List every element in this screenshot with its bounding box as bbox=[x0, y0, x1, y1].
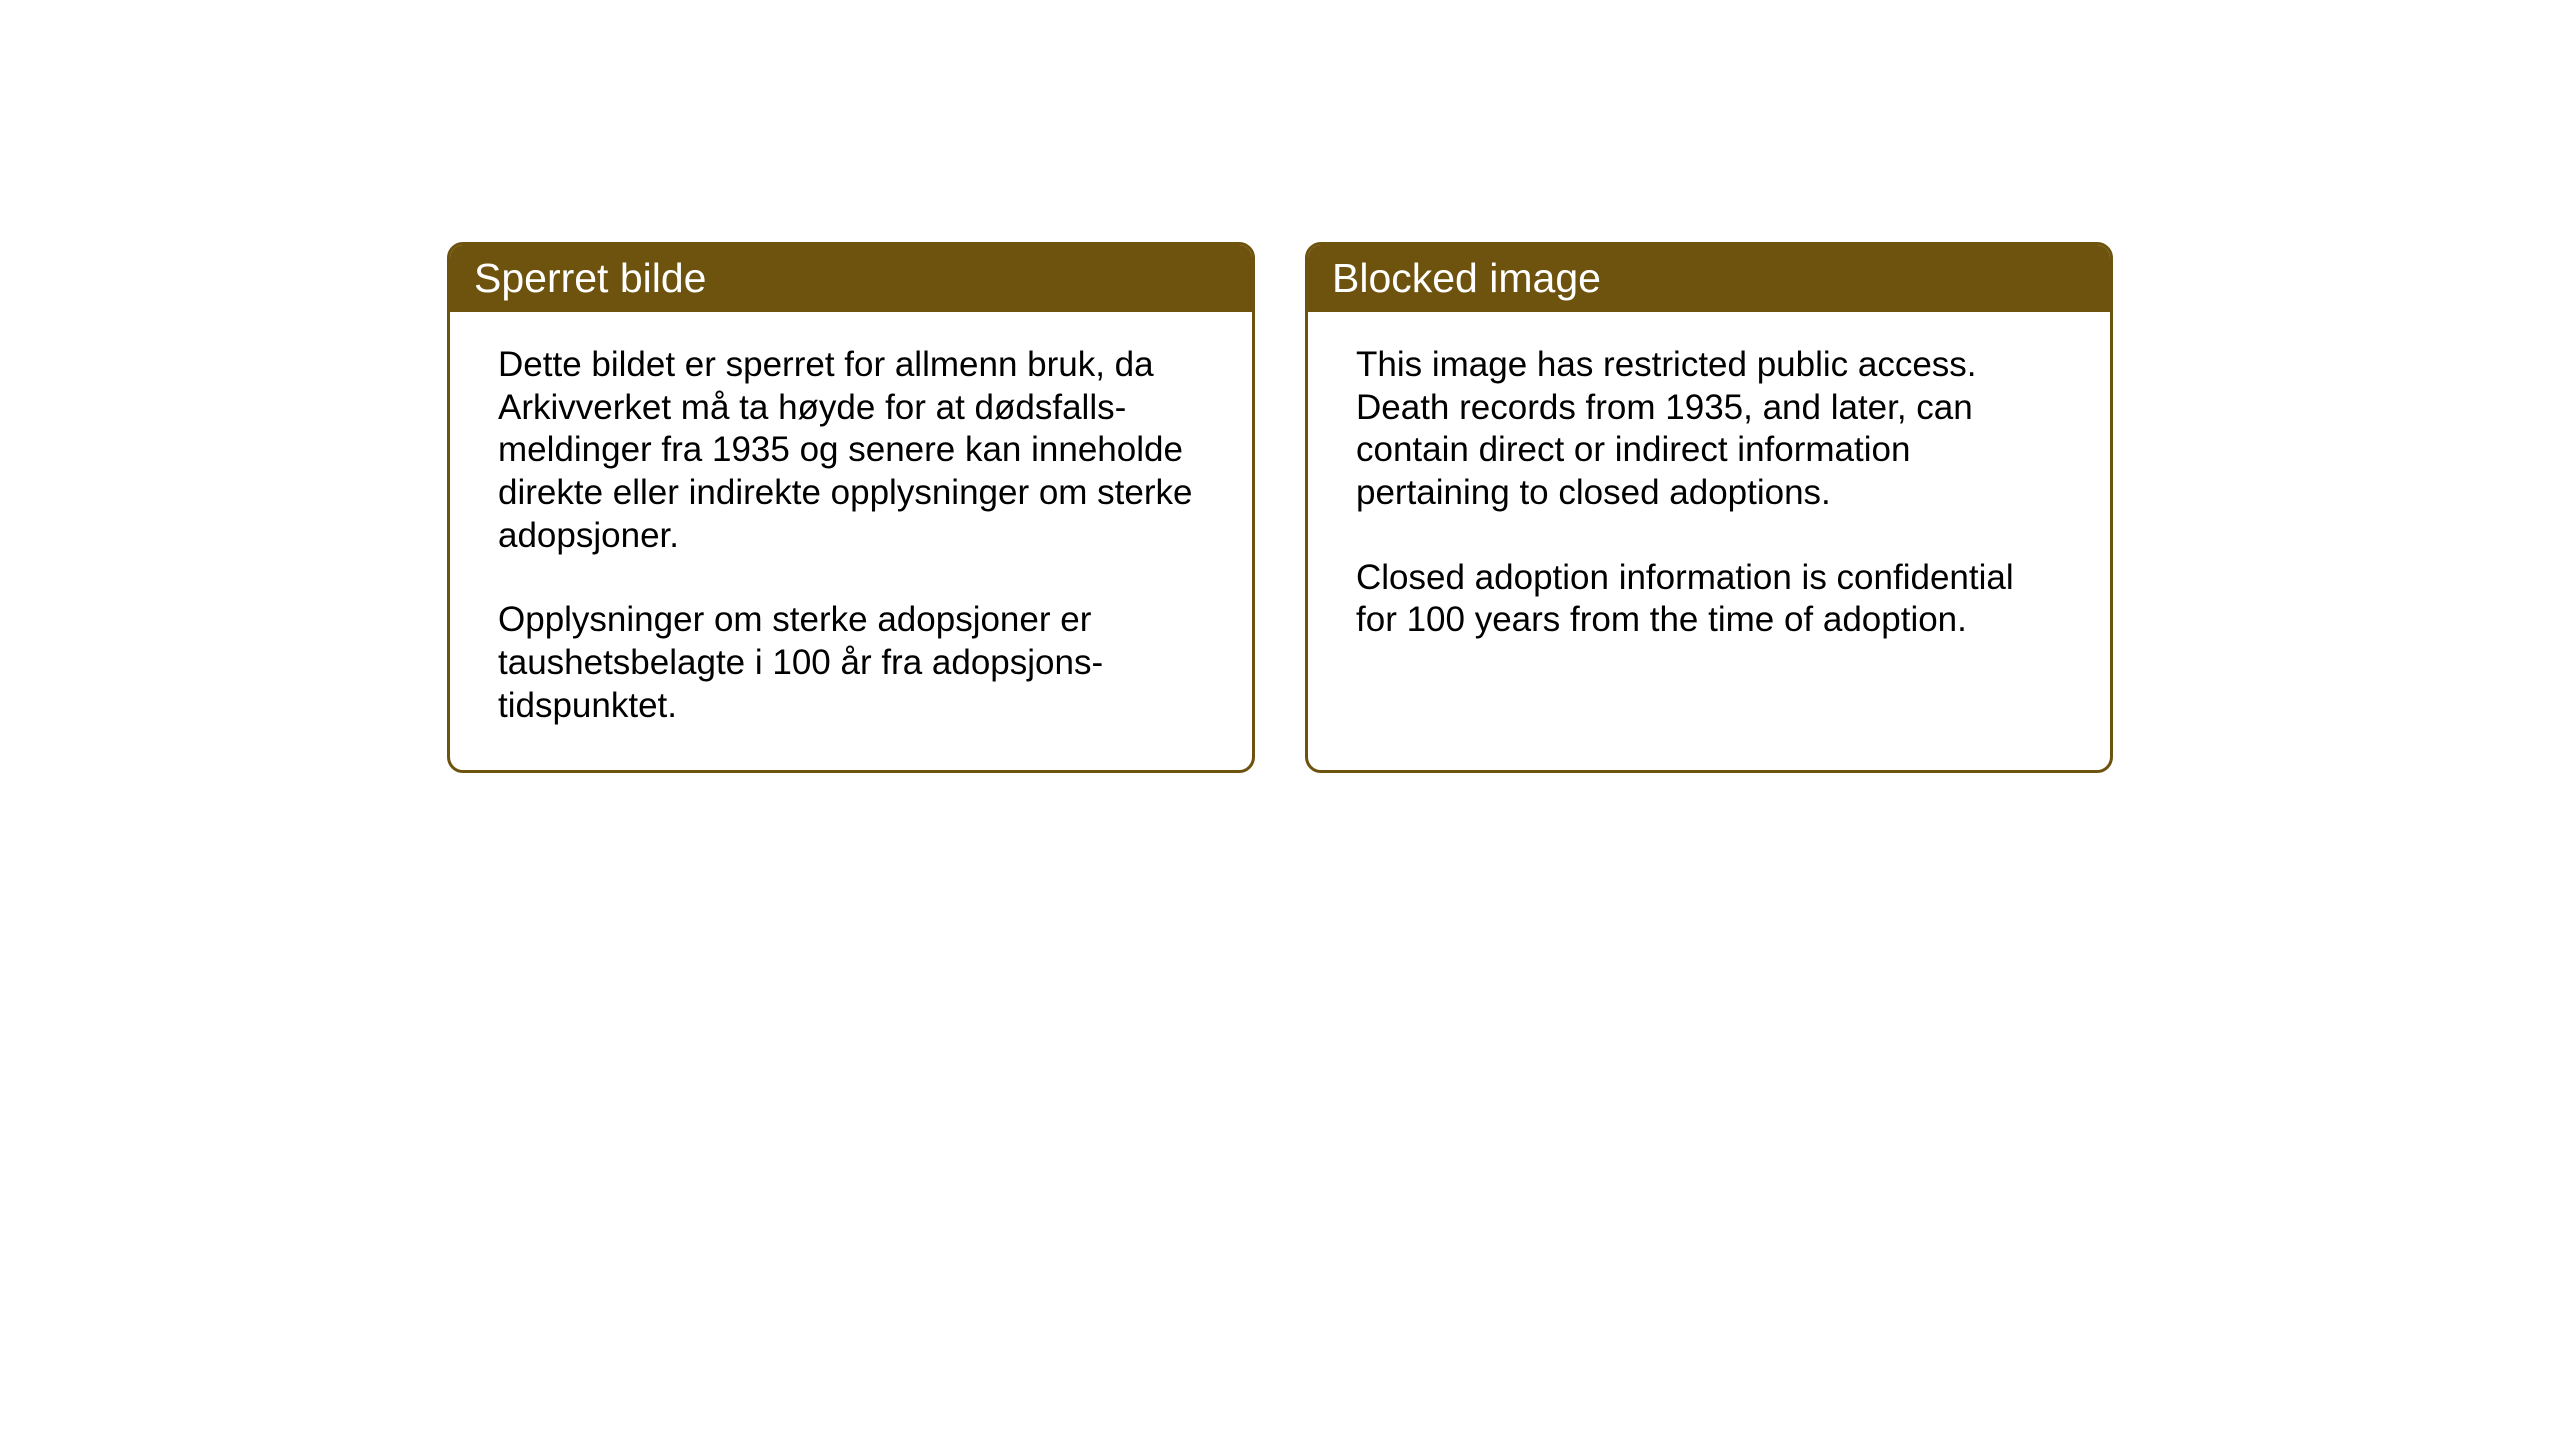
card-header-norwegian: Sperret bilde bbox=[450, 245, 1252, 312]
blocked-image-card-norwegian: Sperret bilde Dette bildet er sperret fo… bbox=[447, 242, 1255, 773]
card-body-norwegian: Dette bildet er sperret for allmenn bruk… bbox=[450, 312, 1252, 770]
blocked-image-card-english: Blocked image This image has restricted … bbox=[1305, 242, 2113, 773]
notice-cards-container: Sperret bilde Dette bildet er sperret fo… bbox=[447, 242, 2113, 773]
card-body-english: This image has restricted public access.… bbox=[1308, 312, 2110, 746]
card-header-english: Blocked image bbox=[1308, 245, 2110, 312]
paragraph-2-norwegian: Opplysninger om sterke adopsjoner er tau… bbox=[498, 599, 1204, 727]
card-title-norwegian: Sperret bilde bbox=[474, 255, 706, 301]
card-title-english: Blocked image bbox=[1332, 255, 1601, 301]
paragraph-1-english: This image has restricted public access.… bbox=[1356, 344, 2062, 515]
paragraph-1-norwegian: Dette bildet er sperret for allmenn bruk… bbox=[498, 344, 1204, 557]
paragraph-2-english: Closed adoption information is confident… bbox=[1356, 557, 2062, 642]
